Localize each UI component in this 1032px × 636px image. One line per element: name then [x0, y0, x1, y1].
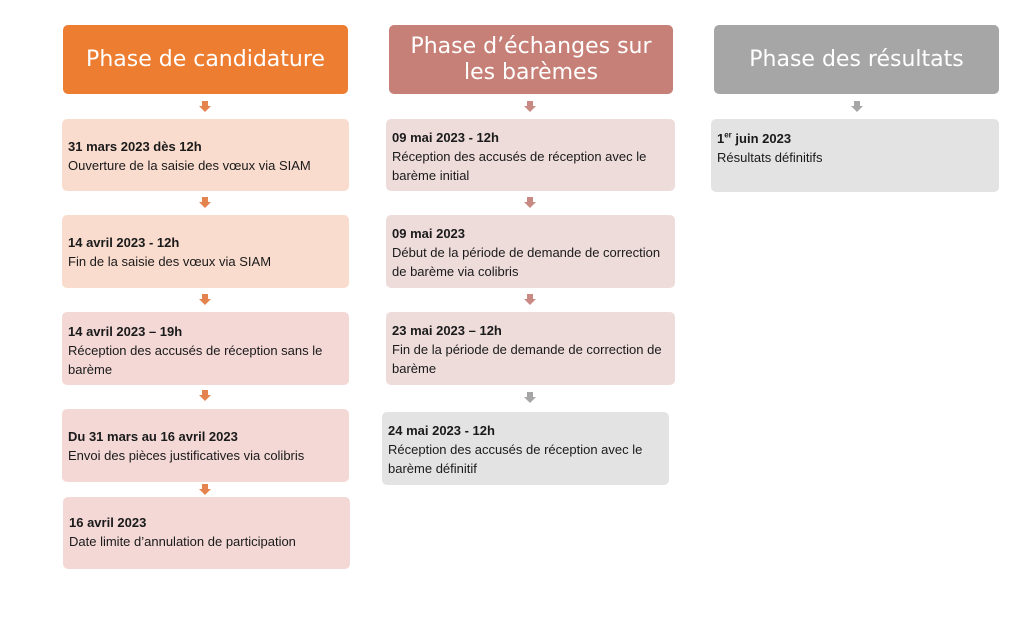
phase-title: Phase de candidature [86, 46, 325, 72]
step-description: Date limite d’annulation de participatio… [69, 534, 296, 549]
step-date: 1er juin 2023 [717, 129, 993, 148]
phase-header-resultats: Phase des résultats [714, 25, 999, 94]
timeline-step: 14 avril 2023 - 12h Fin de la saisie des… [62, 215, 349, 288]
timeline-step: 09 mai 2023 - 12h Réception des accusés … [386, 119, 675, 191]
timeline-step: 09 mai 2023 Début de la période de deman… [386, 215, 675, 288]
phase-header-echanges: Phase d’échanges sur les barèmes [389, 25, 673, 94]
step-date: 16 avril 2023 [69, 515, 147, 530]
step-date: Du 31 mars au 16 avril 2023 [68, 429, 238, 444]
timeline-step: 14 avril 2023 – 19h Réception des accusé… [62, 312, 349, 385]
step-description: Réception des accusés de réception avec … [392, 149, 647, 183]
step-date: 23 mai 2023 – 12h [392, 323, 502, 338]
timeline-step: 23 mai 2023 – 12h Fin de la période de d… [386, 312, 675, 385]
timeline-step: Du 31 mars au 16 avril 2023 Envoi des pi… [62, 409, 349, 482]
phase-title: Phase d’échanges sur les barèmes [410, 33, 652, 85]
step-description: Résultats définitifs [717, 150, 823, 165]
step-description: Ouverture de la saisie des vœux via SIAM [68, 158, 311, 173]
phase-header-candidature: Phase de candidature [63, 25, 348, 94]
step-date: 14 avril 2023 - 12h [68, 235, 180, 250]
step-date: 09 mai 2023 [392, 226, 466, 241]
step-description: Fin de la saisie des vœux via SIAM [68, 254, 272, 269]
step-description: Début de la période de demande de correc… [392, 245, 661, 279]
step-date-ordinal: er [724, 130, 732, 140]
step-date-rest: juin 2023 [731, 131, 792, 146]
step-description: Réception des accusés de réception avec … [388, 442, 643, 476]
step-description: Envoi des pièces justificatives via coli… [68, 448, 305, 463]
timeline-step: 24 mai 2023 - 12h Réception des accusés … [382, 412, 669, 485]
step-date: 24 mai 2023 - 12h [388, 423, 495, 438]
timeline-step: 31 mars 2023 dès 12h Ouverture de la sai… [62, 119, 349, 191]
step-date: 14 avril 2023 – 19h [68, 324, 183, 339]
step-description: Réception des accusés de réception sans … [68, 343, 323, 377]
timeline-step: 1er juin 2023 Résultats définitifs [711, 119, 999, 192]
step-description: Fin de la période de demande de correcti… [392, 342, 662, 376]
step-date: 31 mars 2023 dès 12h [68, 139, 202, 154]
timeline-step: 16 avril 2023 Date limite d’annulation d… [63, 497, 350, 569]
phase-title: Phase des résultats [749, 46, 964, 72]
step-date-day: 1 [717, 131, 725, 146]
step-date: 09 mai 2023 - 12h [392, 130, 499, 145]
